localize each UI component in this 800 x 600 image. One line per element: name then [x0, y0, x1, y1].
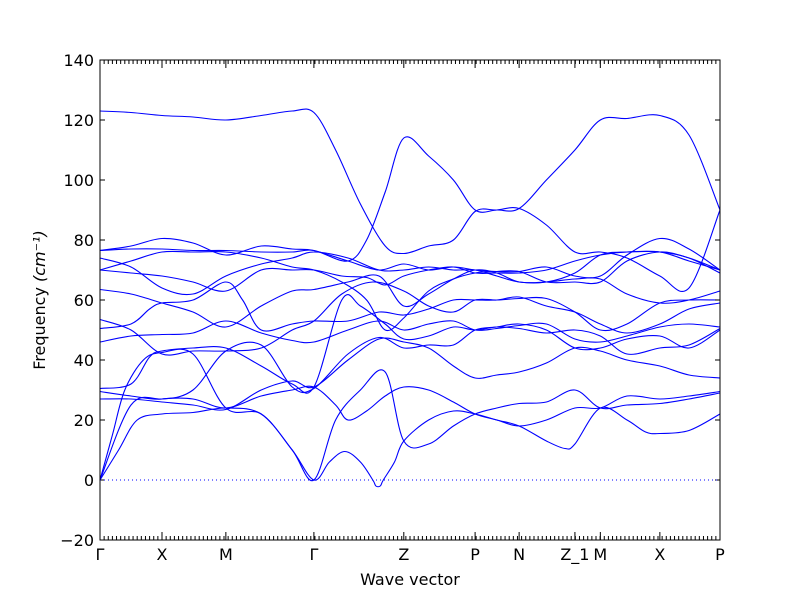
- x-tick-label: M: [219, 545, 233, 564]
- band-line-6: [99, 294, 721, 394]
- x-axis-minor-ticks: [99, 60, 721, 540]
- band-line-11: [99, 250, 721, 332]
- x-tick-label: X: [157, 545, 168, 564]
- band-line-15: [99, 114, 721, 262]
- x-tick-label: X: [654, 545, 665, 564]
- band-line-4: [99, 337, 721, 411]
- plot-frame: [99, 59, 721, 541]
- x-tick-label: P: [715, 545, 725, 564]
- y-tick-label: 120: [63, 111, 94, 130]
- y-tick-label: 140: [63, 51, 94, 70]
- y-tick-label: −20: [60, 531, 94, 550]
- band-lines: [99, 108, 721, 488]
- band-line-16: [99, 108, 721, 293]
- y-tick-label: 40: [74, 351, 94, 370]
- y-tick-label: 20: [74, 411, 94, 430]
- band-line-9: [99, 281, 721, 356]
- y-tick-label: 100: [63, 171, 94, 190]
- band-line-2: [99, 348, 721, 482]
- x-tick-label: P: [470, 545, 480, 564]
- y-tick-label: 60: [74, 291, 94, 310]
- y-tick-label: 80: [74, 231, 94, 250]
- band-line-5: [99, 323, 721, 400]
- y-axis-label-unit: (cm⁻¹): [30, 230, 49, 282]
- y-tick-label: 0: [84, 471, 94, 490]
- x-tick-label: Γ: [96, 545, 105, 564]
- x-tick-label: M: [593, 545, 607, 564]
- x-tick-label: Z: [398, 545, 409, 564]
- band-line-3: [99, 385, 721, 481]
- x-tick-label: Z_1: [560, 545, 589, 565]
- x-axis-label: Wave vector: [360, 570, 460, 589]
- band-line-10: [99, 269, 721, 328]
- y-axis-label-text: Frequency: [30, 287, 49, 370]
- y-axis-label: Frequency (cm⁻¹): [30, 230, 49, 369]
- x-tick-label: N: [513, 545, 525, 564]
- x-axis-ticks: Γ X M Γ Z P N Z_1 M X P: [96, 60, 725, 565]
- band-line-14: [99, 237, 721, 279]
- band-line-7: [99, 320, 721, 344]
- x-tick-label: Γ: [309, 545, 318, 564]
- band-line-8: [99, 281, 721, 334]
